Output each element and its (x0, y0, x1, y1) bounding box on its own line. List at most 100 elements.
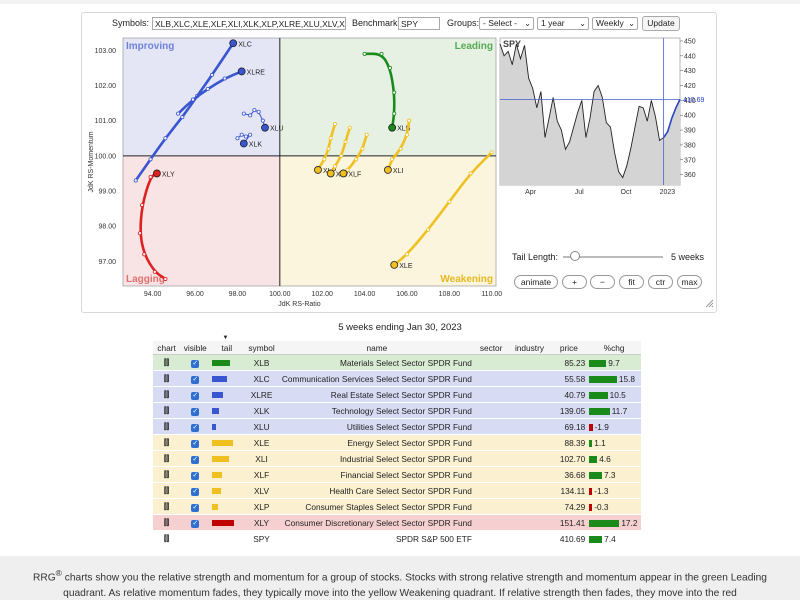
tail-cell (210, 530, 244, 547)
visible-checkbox[interactable]: ✓ (191, 376, 200, 384)
chart-icon-cell[interactable]: ⫿⫿ (153, 450, 181, 467)
table-row[interactable]: ⫿⫿ SPY SPDR S&P 500 ETF 410.69 7.4 (153, 530, 641, 547)
pctchg-cell: 9.7 (587, 354, 641, 371)
visible-checkbox[interactable]: ✓ (191, 440, 200, 448)
table-row[interactable]: ⫿⫿ ✓ XLRE Real Estate Select Sector SPDR Fu… (153, 386, 641, 403)
visible-checkbox[interactable]: ✓ (191, 504, 200, 512)
chart-icon-cell[interactable]: ⫿⫿ (153, 466, 181, 483)
groups-label: Groups: (447, 18, 480, 28)
table-row[interactable]: ⫿⫿ ✓ XLY Consumer Discretionary Select Sect… (153, 514, 641, 531)
rrg-chart[interactable]: Improving Leading Lagging Weakening 94.00 96.… (82, 13, 716, 312)
zoom-out-button[interactable]: − (590, 275, 615, 289)
price-cell: 74.29 (550, 498, 588, 515)
chart-icon-cell[interactable]: ⫿⫿ (153, 402, 181, 419)
visible-checkbox[interactable]: ✓ (191, 424, 200, 432)
chart-icon[interactable]: ⫿⫿ (163, 470, 170, 479)
visible-cell[interactable]: ✓ (180, 370, 211, 387)
chart-icon[interactable]: ⫿⫿ (163, 358, 170, 367)
chart-icon[interactable]: ⫿⫿ (163, 390, 170, 399)
chart-icon-cell[interactable]: ⫿⫿ (153, 386, 181, 403)
chart-icon-cell[interactable]: ⫿⫿ (153, 498, 181, 515)
chart-icon[interactable]: ⫿⫿ (163, 406, 170, 415)
visible-cell[interactable]: ✓ (180, 482, 211, 499)
tail-point (362, 51, 367, 56)
fit-button[interactable]: fit (619, 275, 644, 289)
visible-cell[interactable]: ✓ (180, 514, 211, 531)
head-point-xli (384, 166, 392, 174)
table-row[interactable]: ⫿⫿ ✓ XLB Materials Select Sector SPDR Fund 8… (153, 354, 641, 371)
resize-handle-icon[interactable] (704, 298, 714, 308)
header-industry[interactable]: industry (508, 341, 551, 355)
table-row[interactable]: ⫿⫿ ✓ XLU Utilities Select Sector SPDR Fund 6… (153, 418, 641, 435)
chart-icon-cell[interactable]: ⫿⫿ (153, 434, 181, 451)
tail-bar (212, 376, 228, 383)
chart-icon-cell[interactable]: ⫿⫿ (153, 354, 181, 371)
pctchg-cell: 7.4 (587, 530, 641, 547)
chart-icon[interactable]: ⫿⫿ (163, 486, 170, 495)
tail-point (468, 171, 473, 176)
visible-checkbox[interactable]: ✓ (191, 360, 200, 368)
tail-length-slider[interactable] (570, 251, 580, 261)
chart-icon[interactable]: ⫿⫿ (163, 454, 170, 463)
table-row[interactable]: ⫿⫿ ✓ XLE Energy Select Sector SPDR Fund 88.3… (153, 434, 641, 451)
visible-checkbox[interactable]: ✓ (191, 472, 200, 480)
visible-checkbox[interactable]: ✓ (191, 408, 200, 416)
visible-checkbox[interactable]: ✓ (191, 456, 200, 464)
header-price[interactable]: price (550, 341, 588, 355)
benchmark-input[interactable]: SPY (398, 17, 440, 30)
visible-cell[interactable] (180, 530, 211, 547)
visible-cell[interactable]: ✓ (180, 498, 211, 515)
center-button[interactable]: ctr (648, 275, 673, 289)
visible-cell[interactable]: ✓ (180, 434, 211, 451)
chart-icon-cell[interactable]: ⫿⫿ (153, 514, 181, 531)
table-row[interactable]: ⫿⫿ ✓ XLC Communication Services Select Sect… (153, 370, 641, 387)
table-row[interactable]: ⫿⫿ ✓ XLV Health Care Select Sector SPDR Fun… (153, 482, 641, 499)
chart-icon-cell[interactable]: ⫿⫿ (153, 530, 181, 547)
header-pctchg[interactable]: %chg (587, 341, 641, 355)
sector-cell (473, 402, 509, 419)
update-button[interactable]: Update (642, 16, 680, 31)
visible-checkbox[interactable]: ✓ (191, 392, 200, 400)
visible-cell[interactable]: ✓ (180, 354, 211, 371)
header-symbol[interactable]: symbol (243, 341, 280, 355)
zoom-in-button[interactable]: + (562, 275, 587, 289)
table-header-row: chart visible tail ▼ symbol name sector i… (153, 335, 641, 355)
table-row[interactable]: ⫿⫿ ✓ XLK Technology Select Sector SPDR Fund… (153, 402, 641, 419)
visible-cell[interactable]: ✓ (180, 402, 211, 419)
quadrant-label-improving: Improving (126, 41, 174, 52)
x-tick-label: 108.00 (439, 291, 461, 298)
maximize-button[interactable]: max (677, 275, 702, 289)
pctchg-bar (589, 471, 602, 479)
chart-icon[interactable]: ⫿⫿ (163, 502, 170, 511)
visible-cell[interactable]: ✓ (180, 450, 211, 467)
chart-icon[interactable]: ⫿⫿ (163, 374, 170, 383)
tail-bar (212, 424, 217, 431)
header-tail[interactable]: tail ▼ (210, 335, 244, 355)
groups-select[interactable]: - Select - ⌄ (479, 17, 534, 30)
chart-icon-cell[interactable]: ⫿⫿ (153, 370, 181, 387)
header-chart[interactable]: chart (153, 341, 181, 355)
interval-select[interactable]: Weekly ⌄ (592, 17, 638, 30)
header-visible[interactable]: visible (180, 341, 211, 355)
header-name[interactable]: name (279, 341, 474, 355)
sector-cell (473, 530, 509, 547)
visible-cell[interactable]: ✓ (180, 386, 211, 403)
chart-icon[interactable]: ⫿⫿ (163, 534, 170, 543)
chart-icon[interactable]: ⫿⫿ (163, 518, 170, 527)
quadrant-improving (123, 38, 280, 156)
visible-cell[interactable]: ✓ (180, 418, 211, 435)
chart-icon[interactable]: ⫿⫿ (163, 422, 170, 431)
table-row[interactable]: ⫿⫿ ✓ XLP Consumer Staples Select Sector SPD… (153, 498, 641, 515)
chart-icon-cell[interactable]: ⫿⫿ (153, 482, 181, 499)
visible-cell[interactable]: ✓ (180, 466, 211, 483)
header-sector[interactable]: sector (473, 341, 509, 355)
chart-icon[interactable]: ⫿⫿ (163, 438, 170, 447)
table-row[interactable]: ⫿⫿ ✓ XLF Financial Select Sector SPDR Fund 3… (153, 466, 641, 483)
period-select[interactable]: 1 year ⌄ (537, 17, 589, 30)
visible-checkbox[interactable]: ✓ (191, 520, 200, 528)
table-row[interactable]: ⫿⫿ ✓ XLI Industrial Select Sector SPDR Fund… (153, 450, 641, 467)
chart-icon-cell[interactable]: ⫿⫿ (153, 418, 181, 435)
animate-button[interactable]: animate (514, 275, 558, 289)
visible-checkbox[interactable]: ✓ (191, 488, 200, 496)
symbols-input[interactable]: XLB,XLC,XLE,XLF,XLI,XLK,XLP,XLRE,XLU,XLV… (152, 17, 346, 30)
